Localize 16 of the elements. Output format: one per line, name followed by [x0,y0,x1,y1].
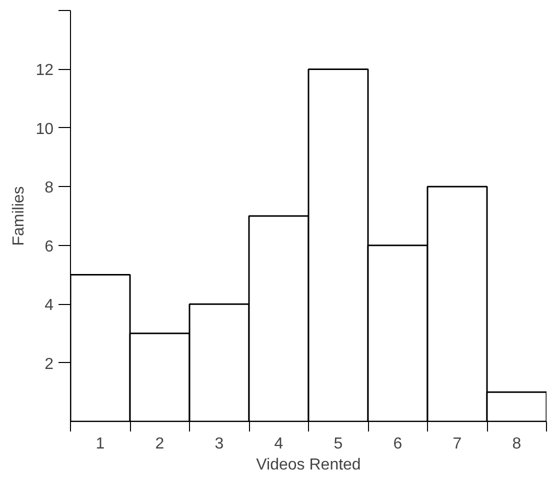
y-axis-title: Families [10,186,28,246]
y-tick-label: 2 [44,356,54,373]
x-tick-label: 4 [274,436,284,452]
x-tick-label: 8 [512,436,522,452]
x-tick-label: 6 [393,436,402,452]
y-tick-label: 6 [44,238,54,256]
x-tick-label: 5 [334,436,343,452]
x-tick-label: 7 [452,436,462,452]
y-tick-label: 8 [44,180,54,197]
y-tick-label: 4 [44,297,54,314]
y-tick-label: 10 [36,120,54,138]
x-tick-label: 2 [155,436,164,452]
x-tick-label: 1 [96,436,105,452]
x-axis-title: Videos Rented [256,456,361,474]
y-tick-label: 12 [36,62,54,80]
x-tick-label: 3 [214,436,224,452]
